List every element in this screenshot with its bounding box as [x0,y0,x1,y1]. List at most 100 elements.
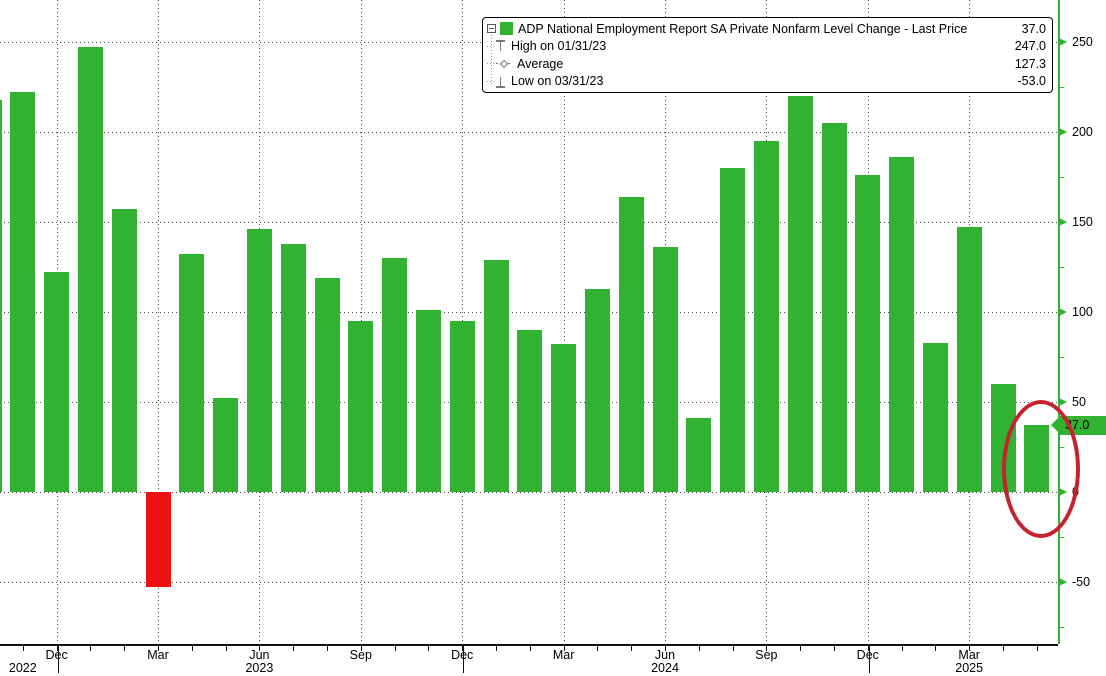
y-tick-arrow-icon [1059,308,1067,316]
y-tick-label: 250 [1072,35,1093,49]
x-minor-tick [428,645,430,651]
x-minor-tick [191,645,193,651]
x-minor-tick [665,645,666,651]
x-minor-tick [293,645,295,651]
x-minor-tick [597,645,599,651]
bar [686,418,712,492]
bar [922,342,948,492]
x-minor-tick [259,645,261,651]
y-tick-label: 200 [1072,125,1093,139]
bar [246,229,272,492]
y-tick-arrow-icon [1059,578,1067,586]
y-tick-label: -50 [1072,575,1091,589]
x-minor-tick [969,645,971,651]
average-marker-icon [496,58,511,69]
bar [280,243,306,492]
bar [517,330,543,492]
x-tick-label: Mar [552,648,575,662]
bar [111,209,137,492]
bar [10,92,36,492]
bar [314,277,340,492]
x-tick-label: Jun [654,648,676,662]
bar [449,321,475,492]
y-tick-label: 150 [1072,215,1093,229]
h-gridline [0,492,1058,493]
y-tick-arrow-icon [1059,38,1067,46]
legend-tree-rail [491,35,492,84]
h-gridline [0,312,1058,313]
x-tick-label: Dec [45,648,68,662]
x-tick-label: Dec [856,648,879,662]
legend-low-value: -53.0 [1017,74,1047,89]
tree-stub [487,80,494,82]
x-minor-tick [867,645,869,651]
x-tick-label: Jun [249,648,270,662]
y-minor-tick [1058,87,1064,88]
bar [382,258,408,492]
x-minor-tick [901,645,903,651]
bar [77,47,103,492]
bar [584,288,610,492]
x-minor-tick [462,645,464,651]
h-gridline [0,132,1058,133]
high-marker-icon [496,39,505,53]
x-minor-tick [327,645,328,651]
legend-row-low: Low on 03/31/23 -53.0 [487,73,1046,91]
bar [483,259,509,492]
bar [720,168,746,492]
x-minor-tick [394,645,396,651]
bar [618,196,644,492]
y-tick-arrow-icon [1059,218,1067,226]
legend-low-label: Low on 03/31/23 [511,74,604,89]
x-tick-label: Mar [958,648,980,662]
h-gridline [0,582,1058,583]
x-minor-tick [766,645,768,651]
x-minor-tick [22,645,24,651]
x-minor-tick [834,645,835,651]
legend-row-series: ADP National Employment Report SA Privat… [487,20,1046,38]
x-year-label: 2024 [651,661,679,675]
bar [821,123,847,492]
series-swatch-icon [500,22,513,36]
x-minor-tick [56,645,58,651]
bar [145,492,171,588]
x-minor-tick [1003,645,1004,651]
y-minor-tick [1058,357,1064,358]
x-minor-tick [529,645,531,651]
x-minor-tick [800,645,802,651]
y-minor-tick [1058,627,1064,628]
bar [652,247,678,492]
y-tick-label: 100 [1072,305,1093,319]
legend-row-average: Average 127.3 [487,55,1046,73]
year-separator-tick [57,645,59,673]
bar [213,398,239,492]
x-minor-tick [90,645,92,651]
collapse-toggle-icon[interactable] [487,24,496,34]
bar [0,99,2,492]
legend-high-label: High on 01/31/23 [511,39,607,54]
y-axis-line [1058,0,1060,644]
v-gridline [158,0,159,644]
x-minor-tick [225,645,227,651]
annotation-ellipse [1001,400,1080,538]
x-tick-label: Sep [755,648,778,662]
legend-series-label: ADP National Employment Report SA Privat… [518,21,968,36]
bar [179,254,205,492]
bar [889,157,915,492]
legend-average-value: 127.3 [1014,56,1046,71]
bar [551,344,577,492]
low-marker-icon [496,75,505,88]
y-minor-tick [1058,177,1064,178]
x-minor-tick [1036,645,1038,651]
bar [44,272,70,492]
legend-series-value: 37.0 [1021,21,1046,36]
x-minor-tick [732,645,734,651]
x-minor-tick [496,645,497,651]
bar [348,321,374,492]
x-minor-tick [563,645,565,651]
legend-high-value: 247.0 [1014,39,1046,54]
x-year-label: 2025 [955,661,984,675]
legend-row-high: High on 01/31/23 247.0 [487,38,1046,56]
v-gridline [563,0,565,644]
tree-stub [487,63,494,65]
